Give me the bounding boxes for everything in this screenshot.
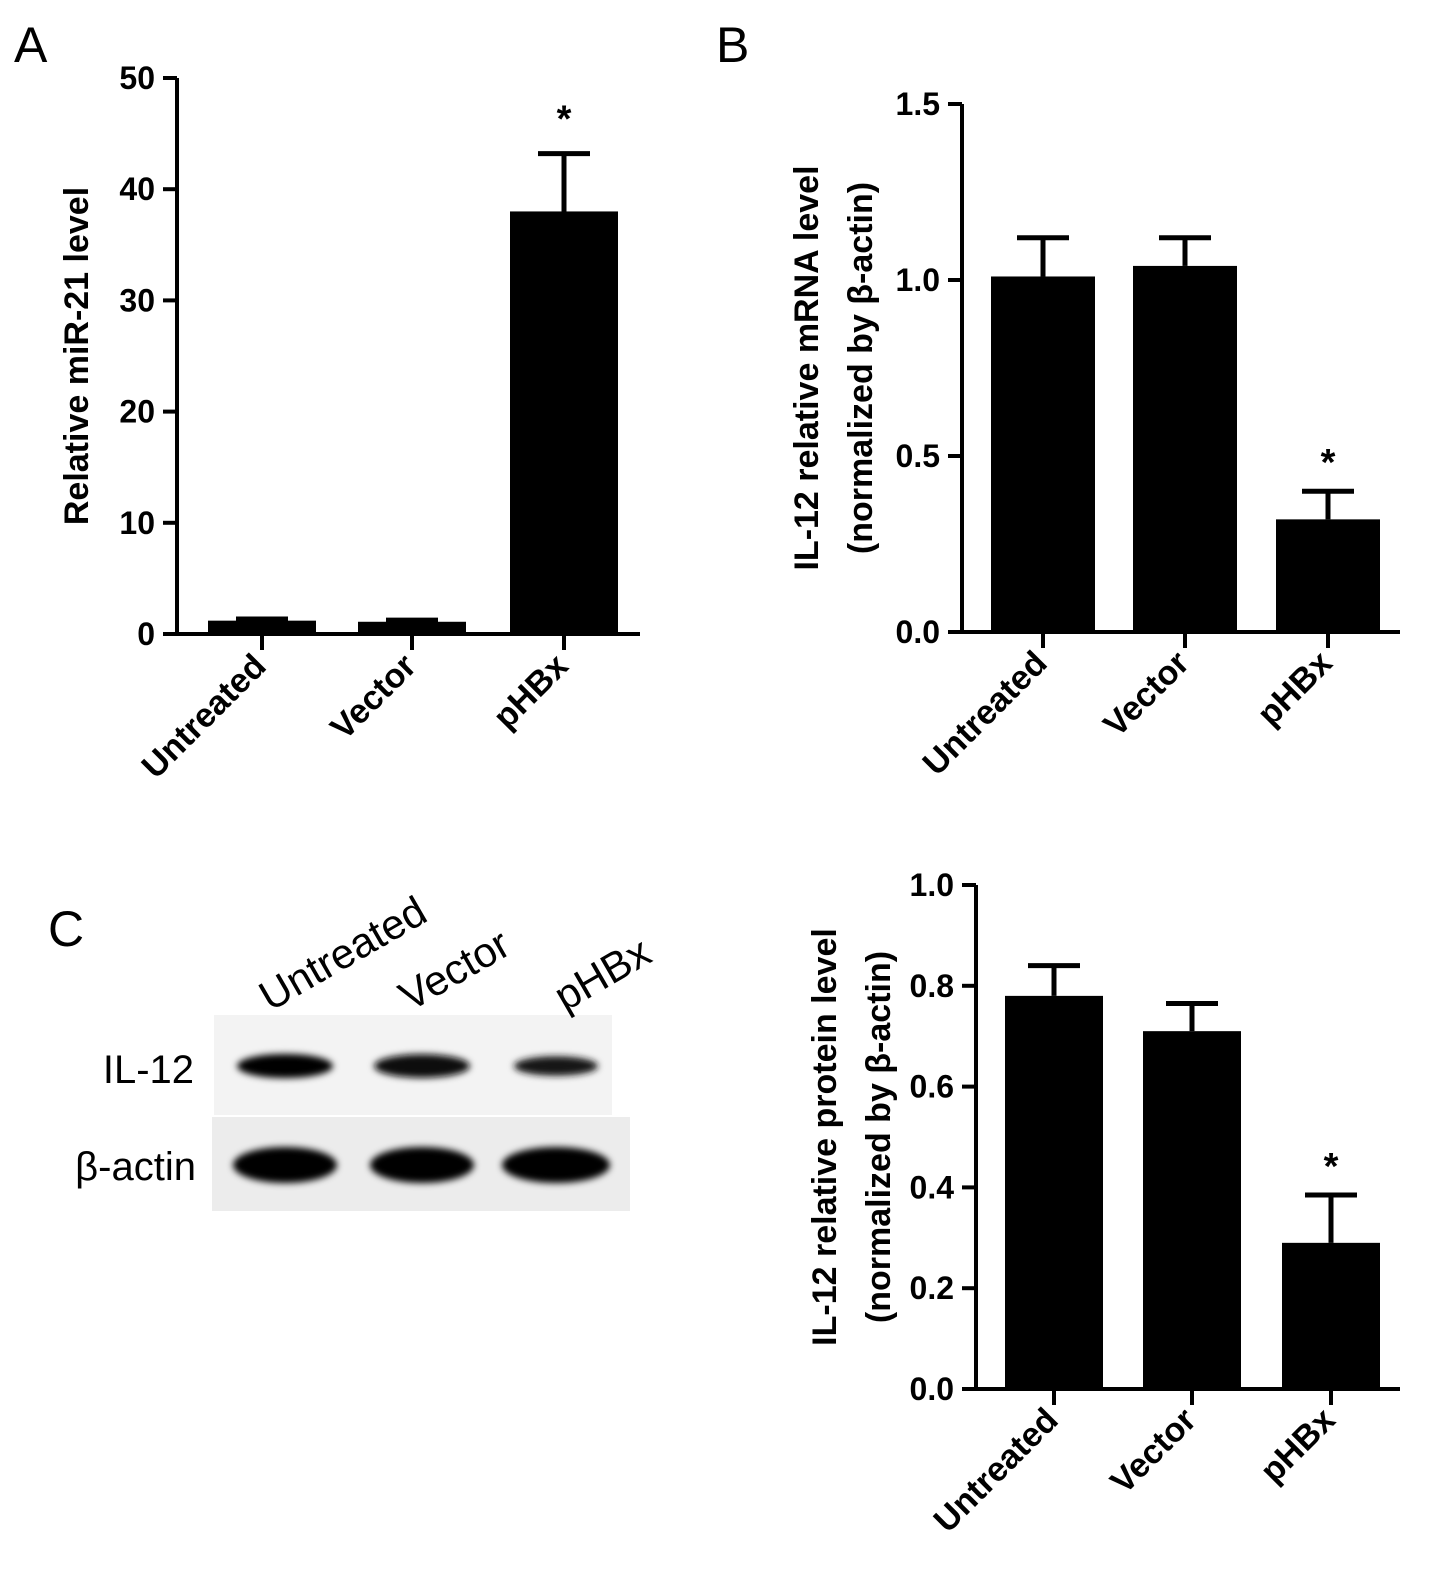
significance-star: * xyxy=(557,99,572,141)
bar-vector xyxy=(1133,265,1237,632)
blot-row-label-actin: β-actin xyxy=(75,1145,196,1189)
chart-c-il12-protein: * 0.0 0.2 0.4 0.6 0.8 1.0 Untreated Vector pHBx IL… xyxy=(806,867,1400,1540)
blot-band-actin-vector xyxy=(370,1147,474,1183)
western-blot: Untreated Vector pHBx IL-12 β-actin xyxy=(75,887,658,1211)
x-category-label-phbx: pHBx xyxy=(486,647,576,737)
x-category-label-untreated: Untreated xyxy=(135,647,274,786)
blot-band-actin-phbx xyxy=(502,1147,610,1183)
y-axis-title: IL-12 relative mRNA level xyxy=(788,165,826,570)
bar-vector xyxy=(358,621,466,634)
y-axis-subtitle: (normalized by β-actin) xyxy=(860,951,898,1323)
y-tick-label: 0.4 xyxy=(910,1169,955,1205)
x-category-label-phbx: pHBx xyxy=(1253,1401,1343,1491)
bar-phbx xyxy=(510,211,618,634)
y-tick-label: 30 xyxy=(119,282,155,318)
significance-star: * xyxy=(1324,1146,1339,1188)
y-tick-label: 1.0 xyxy=(896,262,940,298)
chart-a-miR21: * 0 10 20 30 40 50 Untreated Vector pHBx Relative … xyxy=(58,60,640,786)
x-category-label-vector: Vector xyxy=(323,647,423,747)
y-tick-label: 40 xyxy=(119,171,155,207)
y-axis-title: IL-12 relative protein level xyxy=(806,928,844,1346)
x-category-label-vector: Vector xyxy=(1103,1401,1203,1501)
blot-band-il12-vector xyxy=(374,1054,470,1078)
panel-letter-b: B xyxy=(716,17,749,73)
bar-vector xyxy=(1143,1031,1241,1389)
x-category-label-phbx: pHBx xyxy=(1250,644,1340,734)
y-tick-label: 0.0 xyxy=(910,1371,954,1407)
y-tick-label: 0.0 xyxy=(896,614,940,650)
x-category-label-untreated: Untreated xyxy=(916,644,1055,783)
y-tick-label: 0.8 xyxy=(910,968,954,1004)
y-tick-label: 1.5 xyxy=(896,86,940,122)
panel-letter-c: C xyxy=(48,901,84,957)
blot-band-actin-untreated xyxy=(233,1147,337,1183)
x-category-label-untreated: Untreated xyxy=(927,1401,1066,1540)
significance-star: * xyxy=(1321,442,1336,484)
panel-letter-a: A xyxy=(14,17,48,73)
y-tick-label: 1.0 xyxy=(910,867,954,903)
blot-lane-label-phbx: pHBx xyxy=(546,928,658,1020)
bar-untreated xyxy=(991,276,1095,632)
x-category-label-vector: Vector xyxy=(1096,644,1196,744)
y-tick-label: 0 xyxy=(137,616,155,652)
y-axis-title: Relative miR-21 level xyxy=(58,187,96,525)
y-tick-label: 0.5 xyxy=(896,438,940,474)
bar-phbx xyxy=(1282,1242,1380,1389)
bar-untreated xyxy=(1005,995,1103,1389)
y-tick-label: 0.2 xyxy=(910,1270,954,1306)
y-tick-label: 10 xyxy=(119,505,155,541)
blot-band-il12-untreated xyxy=(237,1053,333,1079)
y-tick-label: 0.6 xyxy=(910,1069,954,1105)
y-axis-subtitle: (normalized by β-actin) xyxy=(842,182,880,554)
bar-untreated xyxy=(208,620,316,634)
y-tick-label: 50 xyxy=(119,60,155,96)
y-tick-label: 20 xyxy=(119,394,155,430)
chart-b-il12-mrna: * 0.0 0.5 1.0 1.5 Untreated Vector pHBx IL-12 re… xyxy=(788,86,1400,783)
blot-row-label-il12: IL-12 xyxy=(103,1048,194,1092)
bar-phbx xyxy=(1276,519,1380,632)
blot-band-il12-phbx xyxy=(514,1056,598,1076)
